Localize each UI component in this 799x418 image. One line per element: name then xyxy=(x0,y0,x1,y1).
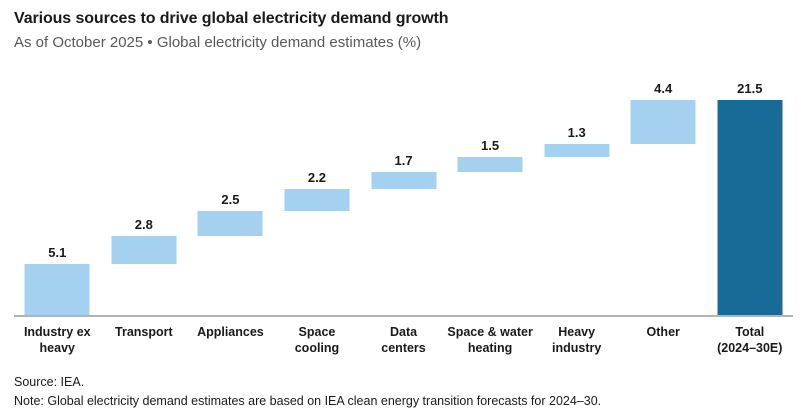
waterfall-bar xyxy=(197,211,263,236)
category-label: Industry ex heavy xyxy=(23,325,91,355)
bar-value-label: 1.5 xyxy=(481,138,500,153)
bar-value-label: 4.4 xyxy=(654,81,673,96)
waterfall-bar xyxy=(457,157,523,172)
source-text: Source: IEA. xyxy=(14,375,85,389)
chart-footer: Source: IEA. Note: Global electricity de… xyxy=(14,373,793,411)
chart-column: 5.1 xyxy=(14,62,101,315)
waterfall-bar xyxy=(371,172,437,189)
page-title: Various sources to drive global electric… xyxy=(14,10,449,27)
category-label: Heavy industry xyxy=(552,325,602,355)
chart-column: 2.5 xyxy=(187,62,274,315)
waterfall-bar xyxy=(111,236,177,264)
waterfall-bar xyxy=(24,264,90,315)
chart-column: 1.7 xyxy=(360,62,447,315)
waterfall-chart: 5.1 2.8 2.5 2.2 1.7 1.5 1.3 4.4 21.5 Industry ex… xyxy=(14,62,793,356)
chart-column: 2.8 xyxy=(101,62,188,315)
waterfall-bar xyxy=(284,189,350,211)
category-label: Space & water heating xyxy=(447,325,533,355)
chart-column: 21.5 xyxy=(707,62,794,315)
category-label: Transport xyxy=(115,325,173,339)
chart-plot-area: 5.1 2.8 2.5 2.2 1.7 1.5 1.3 4.4 21.5 xyxy=(14,62,793,315)
bar-value-label: 1.7 xyxy=(394,153,413,168)
waterfall-bar xyxy=(544,144,610,157)
waterfall-bar xyxy=(630,100,696,144)
x-axis-labels: Industry ex heavy Transport Appliances Space… xyxy=(14,317,793,356)
bar-value-label: 21.5 xyxy=(737,81,763,96)
bar-value-label: 1.3 xyxy=(567,125,586,140)
category-label: Total (2024–30E) xyxy=(717,325,783,355)
chart-column: 1.5 xyxy=(447,62,534,315)
bar-value-label: 2.2 xyxy=(307,170,326,185)
note-text: Note: Global electricity demand estimate… xyxy=(14,394,602,408)
category-label: Appliances xyxy=(197,325,264,339)
bar-value-label: 5.1 xyxy=(48,245,67,260)
chart-column: 4.4 xyxy=(620,62,707,315)
category-label: Data centers xyxy=(381,325,426,355)
bar-value-label: 2.8 xyxy=(134,217,153,232)
total-bar xyxy=(717,100,783,315)
category-label: Other xyxy=(646,325,680,339)
chart-column: 1.3 xyxy=(533,62,620,315)
page-subtitle: As of October 2025 • Global electricity … xyxy=(14,34,422,51)
category-label: Space cooling xyxy=(294,325,340,355)
chart-column: 2.2 xyxy=(274,62,361,315)
bar-value-label: 2.5 xyxy=(221,192,240,207)
x-axis-line xyxy=(14,315,793,317)
